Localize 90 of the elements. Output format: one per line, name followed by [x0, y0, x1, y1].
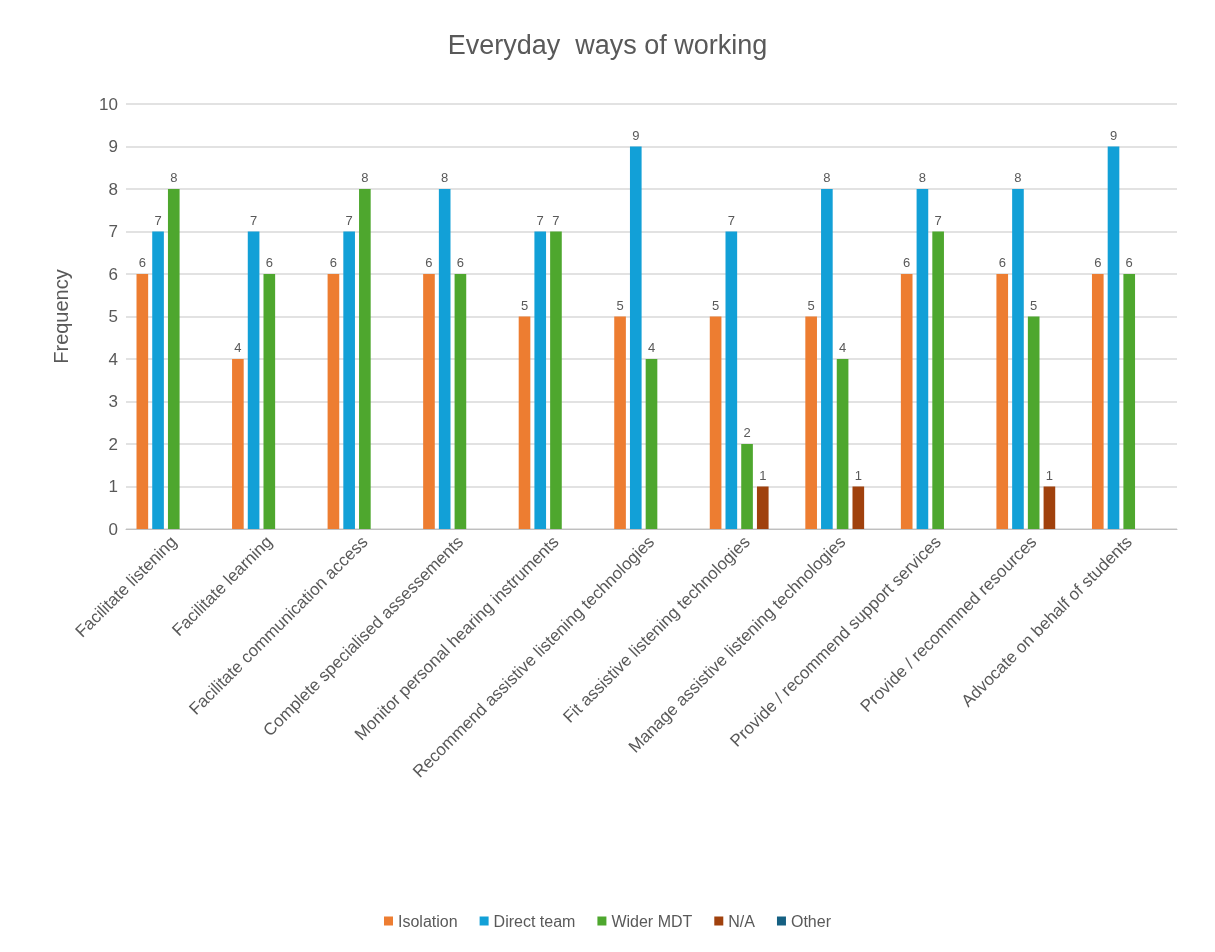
y-tick-label: 3 — [108, 392, 118, 411]
bar — [852, 486, 865, 529]
data-label: 6 — [138, 255, 146, 270]
data-label: 5 — [807, 297, 815, 313]
data-label: 4 — [838, 340, 847, 355]
bar — [454, 274, 467, 529]
bar — [614, 316, 626, 529]
data-label: 8 — [361, 170, 369, 185]
bar — [916, 189, 929, 529]
bar — [821, 189, 833, 529]
data-label: 6 — [456, 255, 465, 270]
bar — [1012, 189, 1024, 529]
data-label: 7 — [552, 212, 560, 228]
data-label: 4 — [647, 340, 656, 355]
bar — [629, 146, 642, 529]
data-label: 7 — [345, 212, 353, 228]
data-label: 5 — [616, 297, 624, 313]
data-label: 7 — [536, 212, 544, 228]
bar — [263, 274, 276, 529]
y-tick-label: 7 — [108, 222, 118, 241]
y-tick-label: 1 — [108, 477, 118, 496]
data-label: 7 — [934, 212, 942, 228]
data-label: 7 — [727, 212, 735, 228]
data-label: 7 — [154, 212, 162, 228]
bar — [136, 274, 149, 529]
data-label: 6 — [1094, 255, 1102, 270]
bar — [327, 274, 340, 529]
y-axis-title: Frequency — [50, 269, 72, 364]
data-label: 1 — [854, 467, 862, 483]
data-label: 5 — [520, 297, 529, 313]
legend-label: Other — [790, 912, 832, 930]
bar — [1043, 486, 1056, 529]
bar — [725, 231, 738, 529]
y-tick-label: 9 — [108, 137, 118, 156]
bar — [518, 316, 531, 529]
data-label: 6 — [265, 255, 273, 270]
data-label: 8 — [170, 170, 178, 185]
legend-label: Wider MDT — [611, 912, 693, 930]
data-label: 8 — [1014, 170, 1022, 185]
bar — [343, 231, 355, 529]
data-label: 2 — [743, 425, 751, 440]
bar — [167, 189, 180, 529]
bar — [900, 274, 913, 529]
bar — [805, 316, 817, 529]
legend-label: Isolation — [398, 912, 458, 930]
y-tick-label: 10 — [99, 94, 118, 114]
bar — [247, 231, 260, 529]
bar — [1123, 274, 1136, 529]
y-tick-label: 2 — [108, 434, 118, 454]
bar — [152, 231, 164, 529]
bar — [232, 359, 244, 529]
legend-label: N/A — [728, 912, 756, 930]
bar — [1027, 316, 1040, 529]
y-tick-label: 8 — [108, 179, 118, 199]
legend-label: Direct team — [493, 912, 576, 930]
data-label: 6 — [1125, 255, 1133, 270]
data-label: 7 — [249, 212, 258, 228]
data-label: 8 — [918, 170, 927, 185]
bar — [534, 231, 547, 529]
data-label: 5 — [1030, 297, 1038, 313]
data-label: 6 — [998, 255, 1006, 270]
y-tick-label: 0 — [108, 519, 118, 539]
chart-title: Everyday ways of working — [447, 29, 768, 60]
bar — [645, 359, 658, 529]
bar — [550, 231, 562, 529]
y-tick-label: 5 — [108, 307, 118, 326]
data-label: 1 — [759, 467, 767, 483]
bar — [438, 189, 451, 529]
y-tick-label: 4 — [108, 349, 118, 369]
data-label: 6 — [425, 255, 433, 270]
data-label: 6 — [903, 255, 911, 270]
bar — [836, 359, 849, 529]
y-tick-label: 6 — [108, 264, 118, 284]
data-label: 1 — [1045, 467, 1054, 483]
data-label: 4 — [234, 340, 242, 355]
data-label: 9 — [632, 127, 640, 143]
bar — [996, 274, 1009, 529]
bar — [1091, 274, 1104, 529]
bar — [741, 444, 753, 529]
data-label: 9 — [1109, 127, 1118, 143]
bar — [756, 486, 769, 529]
data-label: 8 — [823, 170, 831, 185]
bar — [423, 274, 435, 529]
bar — [1107, 146, 1120, 529]
data-label: 8 — [441, 170, 449, 185]
bar — [709, 316, 722, 529]
bar — [932, 231, 944, 529]
data-label: 5 — [711, 297, 720, 313]
bar — [359, 189, 371, 529]
data-label: 6 — [329, 255, 338, 270]
